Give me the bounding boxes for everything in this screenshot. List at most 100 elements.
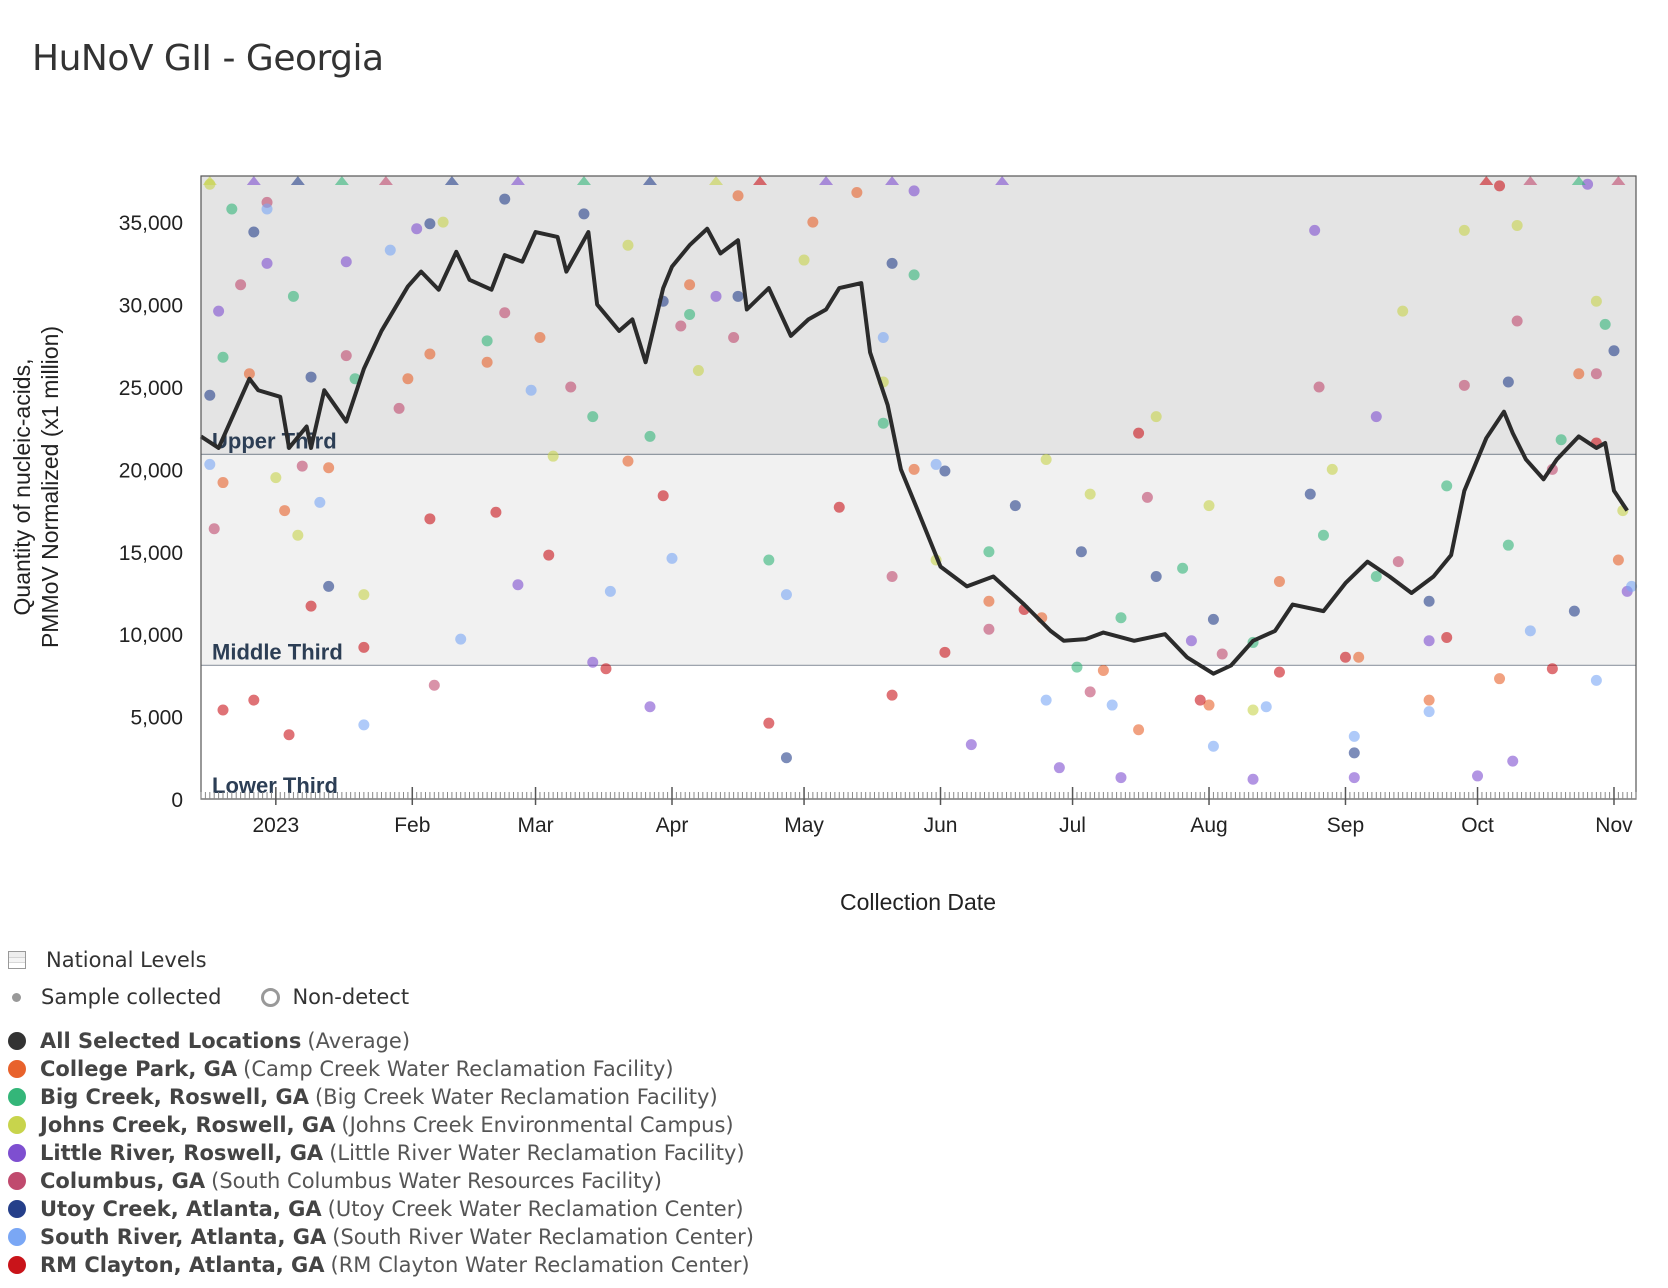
data-point — [340, 256, 352, 268]
data-point — [1502, 376, 1514, 388]
data-point — [217, 351, 229, 363]
data-point — [305, 371, 317, 383]
data-point — [1348, 747, 1360, 759]
legend-item[interactable]: Little River, Roswell, GA (Little River W… — [8, 1139, 754, 1167]
legend-swatch-icon — [8, 1116, 26, 1134]
non-detect-icon — [261, 987, 281, 1007]
data-point — [1392, 556, 1404, 568]
data-point — [358, 589, 370, 601]
data-point — [1071, 661, 1083, 673]
data-point — [939, 465, 951, 477]
legend-item-detail: (Johns Creek Environmental Campus) — [341, 1113, 734, 1137]
data-point — [437, 216, 449, 228]
data-point — [292, 529, 304, 541]
data-point — [644, 701, 656, 713]
band-middle-third — [201, 454, 1636, 666]
data-point — [1150, 571, 1162, 582]
data-point — [763, 717, 775, 729]
data-point — [908, 463, 920, 475]
data-point — [1590, 368, 1602, 380]
data-point — [1273, 575, 1285, 587]
data-point — [1133, 427, 1145, 439]
data-point — [1141, 491, 1153, 503]
x-tick-label: Mar — [517, 814, 553, 837]
data-point — [340, 350, 352, 362]
data-point — [1247, 704, 1259, 716]
legend-item[interactable]: Big Creek, Roswell, GA (Big Creek Water R… — [8, 1083, 754, 1111]
data-point — [1194, 694, 1206, 706]
data-point — [1599, 318, 1611, 330]
data-point — [644, 430, 656, 442]
data-point — [1348, 772, 1360, 784]
chart-title: HuNoV GII - Georgia — [32, 38, 384, 79]
legend-swatch-icon — [8, 1032, 26, 1050]
data-point — [833, 501, 845, 513]
legend-item[interactable]: Utoy Creek, Atlanta, GA (Utoy Creek Water… — [8, 1195, 754, 1223]
above-range-marker-icon — [444, 176, 459, 185]
data-point — [1273, 666, 1285, 678]
band-label: Upper Third — [212, 429, 337, 454]
data-point — [1313, 381, 1325, 393]
data-point — [930, 458, 942, 470]
data-point — [543, 549, 555, 561]
x-tick-label: 2023 — [252, 814, 299, 837]
data-point — [1458, 224, 1470, 236]
legend-item-detail: (South River Water Reclamation Center) — [332, 1225, 754, 1249]
legend-item[interactable]: College Park, GA (Camp Creek Water Reclam… — [8, 1055, 754, 1083]
data-point — [1568, 605, 1580, 617]
data-point — [684, 308, 696, 320]
data-point — [1494, 673, 1506, 685]
legend-item[interactable]: South River, Atlanta, GA (South River Wat… — [8, 1223, 754, 1251]
data-point — [411, 223, 423, 235]
legend-item-name: South River, Atlanta, GA — [40, 1225, 327, 1249]
y-tick-label: 15,000 — [119, 542, 183, 565]
above-range-marker-icon — [1523, 176, 1538, 185]
data-point — [587, 656, 599, 668]
data-point — [1053, 762, 1065, 774]
data-point — [1423, 635, 1435, 647]
data-point — [600, 663, 612, 675]
legend-swatch-icon — [8, 1088, 26, 1106]
data-point — [908, 185, 920, 197]
above-range-marker-icon — [510, 176, 525, 185]
above-range-marker-icon — [885, 176, 900, 185]
data-point — [939, 646, 951, 658]
legend-swatch-icon — [8, 1228, 26, 1246]
data-point — [1009, 500, 1021, 512]
data-point — [604, 585, 616, 597]
legend-item[interactable]: RM Clayton, Atlanta, GA (RM Clayton Water… — [8, 1251, 754, 1279]
data-point — [428, 679, 440, 691]
legend-swatch-icon — [8, 1200, 26, 1218]
data-point — [1423, 595, 1435, 607]
data-point — [1458, 379, 1470, 391]
sample-collected-label: Sample collected — [41, 985, 222, 1009]
y-tick-label: 25,000 — [119, 377, 183, 400]
data-point — [565, 381, 577, 393]
band-upper-third — [201, 176, 1636, 455]
above-range-marker-icon — [576, 176, 591, 185]
data-point — [481, 356, 493, 368]
legend-item-detail: (Utoy Creek Water Reclamation Center) — [327, 1197, 744, 1221]
data-point — [208, 523, 220, 535]
data-point — [710, 290, 722, 302]
legend-item[interactable]: Columbus, GA (South Columbus Water Resour… — [8, 1167, 754, 1195]
legend-item[interactable]: Johns Creek, Roswell, GA (Johns Creek Env… — [8, 1111, 754, 1139]
legend-swatch-icon — [8, 1256, 26, 1274]
legend-national-levels[interactable]: National Levels — [8, 946, 207, 974]
data-point — [481, 335, 493, 347]
band-label: Middle Third — [212, 640, 343, 665]
data-point — [547, 450, 559, 462]
x-tick-label: Oct — [1461, 814, 1494, 837]
data-point — [1370, 411, 1382, 423]
data-point — [1511, 219, 1523, 231]
above-range-marker-icon — [202, 176, 217, 185]
data-point — [283, 729, 295, 741]
data-point — [1494, 180, 1506, 192]
data-point — [1397, 305, 1409, 317]
data-point — [587, 411, 599, 423]
data-point — [1115, 612, 1127, 624]
data-point — [1370, 571, 1382, 582]
data-point — [1260, 701, 1272, 713]
legend-item[interactable]: All Selected Locations (Average) — [8, 1027, 754, 1055]
data-point — [908, 269, 920, 281]
